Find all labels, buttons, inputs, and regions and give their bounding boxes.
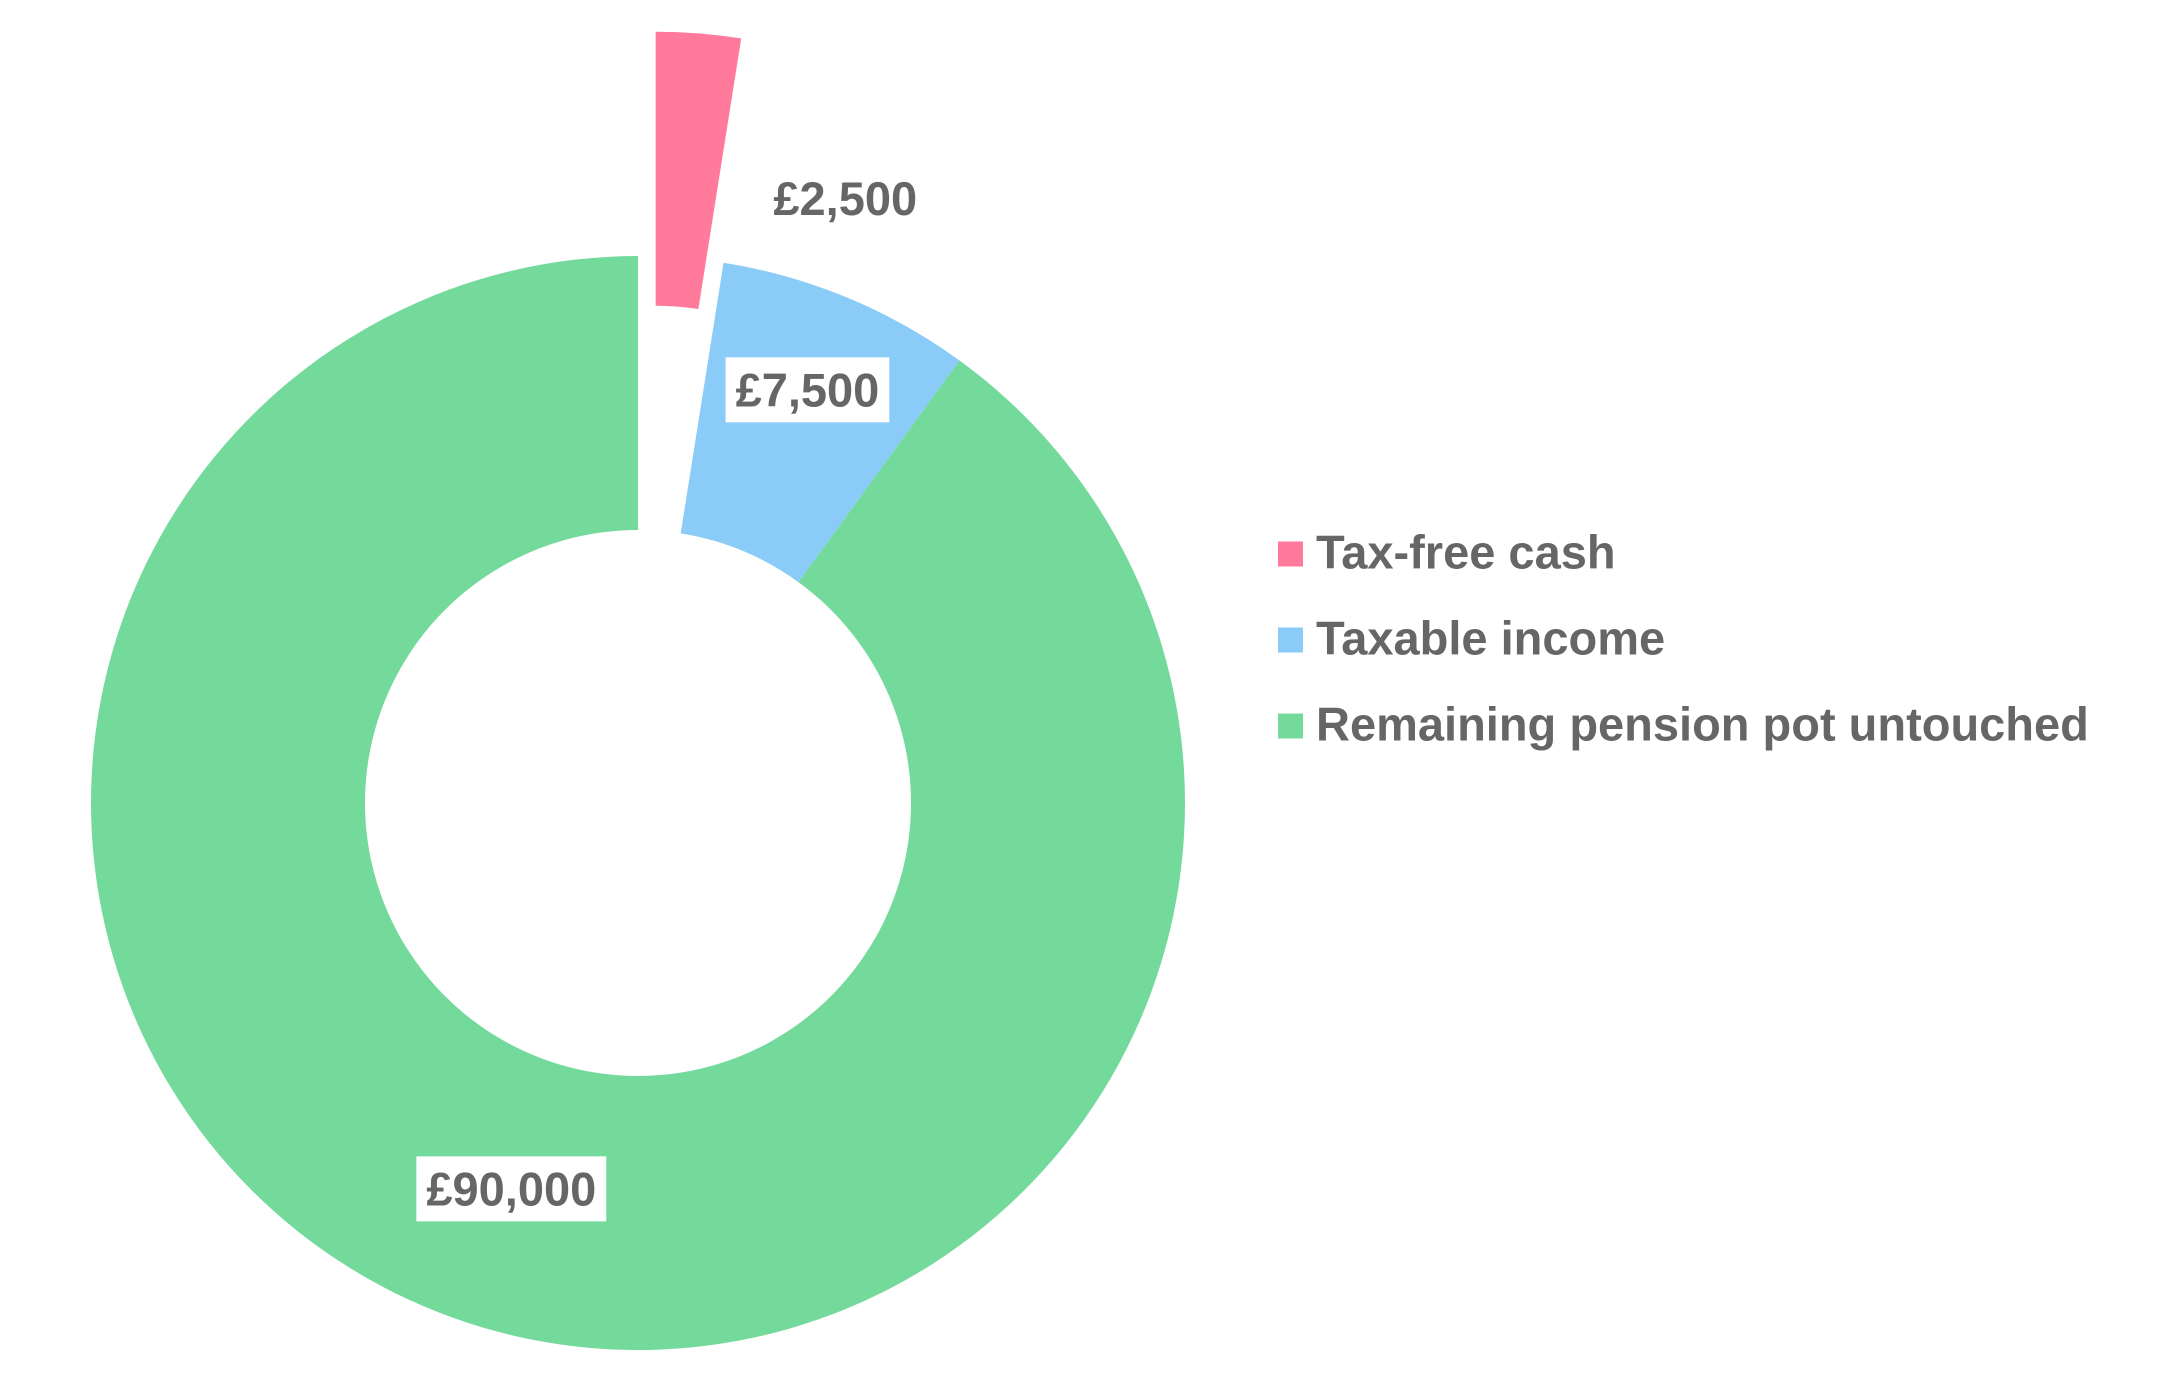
value-label: £7,500 bbox=[736, 363, 880, 416]
value-label-group: £2,500 bbox=[773, 172, 917, 225]
legend-label: Tax-free cash bbox=[1316, 525, 1616, 578]
legend-label: Taxable income bbox=[1316, 611, 1665, 664]
value-label-group: £90,000 bbox=[416, 1156, 607, 1222]
legend-swatch bbox=[1278, 713, 1303, 739]
value-label-group: £7,500 bbox=[725, 357, 890, 423]
legend-label: Remaining pension pot untouched bbox=[1316, 697, 2089, 750]
value-label-box bbox=[416, 1156, 607, 1222]
donut-slice bbox=[90, 256, 1185, 1350]
donut-slice bbox=[680, 262, 960, 583]
donut-slice bbox=[655, 31, 742, 310]
legend-swatch bbox=[1278, 541, 1303, 567]
value-label: £90,000 bbox=[426, 1162, 596, 1215]
value-label-box bbox=[725, 357, 890, 423]
legend-swatch bbox=[1278, 627, 1303, 653]
value-label: £2,500 bbox=[773, 172, 917, 225]
